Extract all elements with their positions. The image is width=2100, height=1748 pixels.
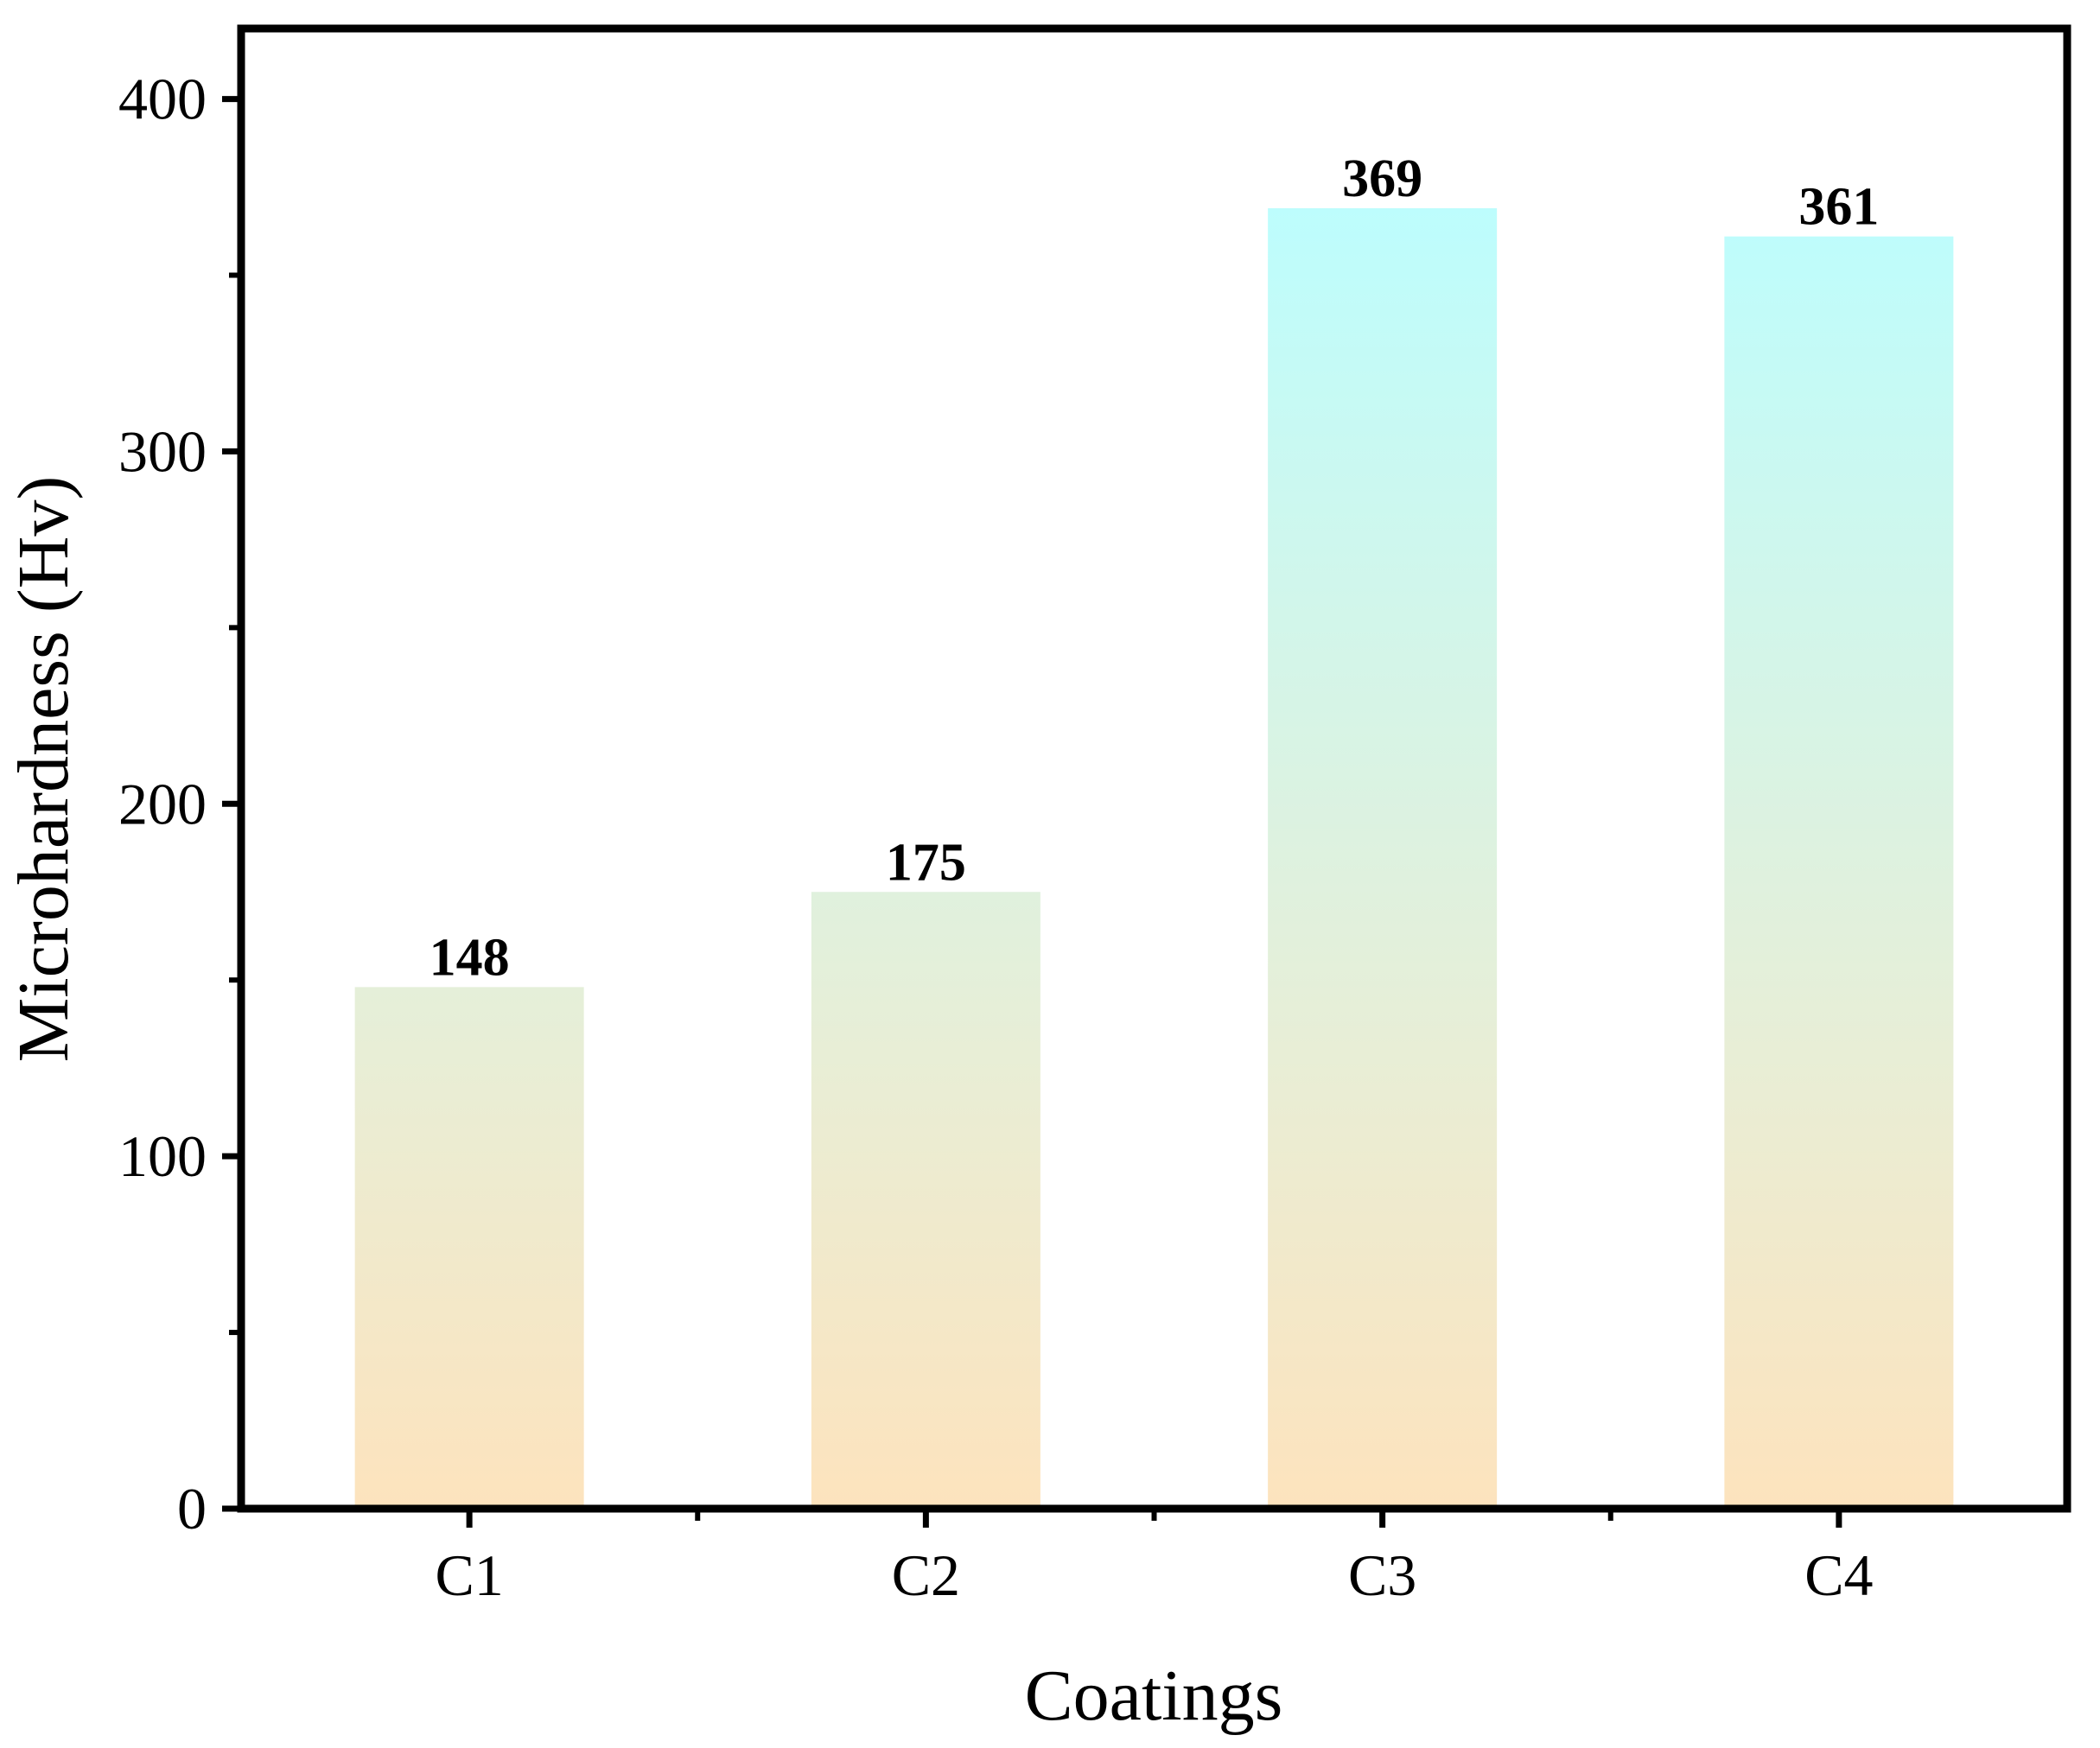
x-tick-label-c2: C2 [892,1542,960,1608]
bar-c3 [1268,208,1498,1510]
x-axis-title: Coatings [1025,1656,1283,1736]
data-label-c2: 175 [886,833,966,892]
y-tick-label: 200 [118,771,207,836]
bar-c1 [354,987,584,1509]
bars-group [354,208,1954,1510]
bar-c4 [1724,236,1954,1509]
y-tick-label: 0 [177,1476,207,1541]
y-axis: 0 100 200 300 400 [118,67,241,1541]
x-tick-label-c4: C4 [1804,1542,1873,1608]
x-axis: C1 C2 C3 C4 [435,1509,1874,1608]
data-label-c1: 148 [430,928,510,987]
y-axis-title: Microhardness (Hv) [3,476,84,1063]
y-tick-label: 400 [118,67,207,132]
data-labels-group: 148 175 369 361 [430,149,1880,987]
x-tick-label-c3: C3 [1348,1542,1416,1608]
y-tick-label: 300 [118,418,207,484]
data-label-c3: 369 [1342,149,1422,208]
x-tick-label-c1: C1 [435,1542,503,1608]
data-label-c4: 361 [1798,178,1879,237]
y-tick-label: 100 [118,1123,207,1189]
bar-c2 [811,892,1040,1509]
